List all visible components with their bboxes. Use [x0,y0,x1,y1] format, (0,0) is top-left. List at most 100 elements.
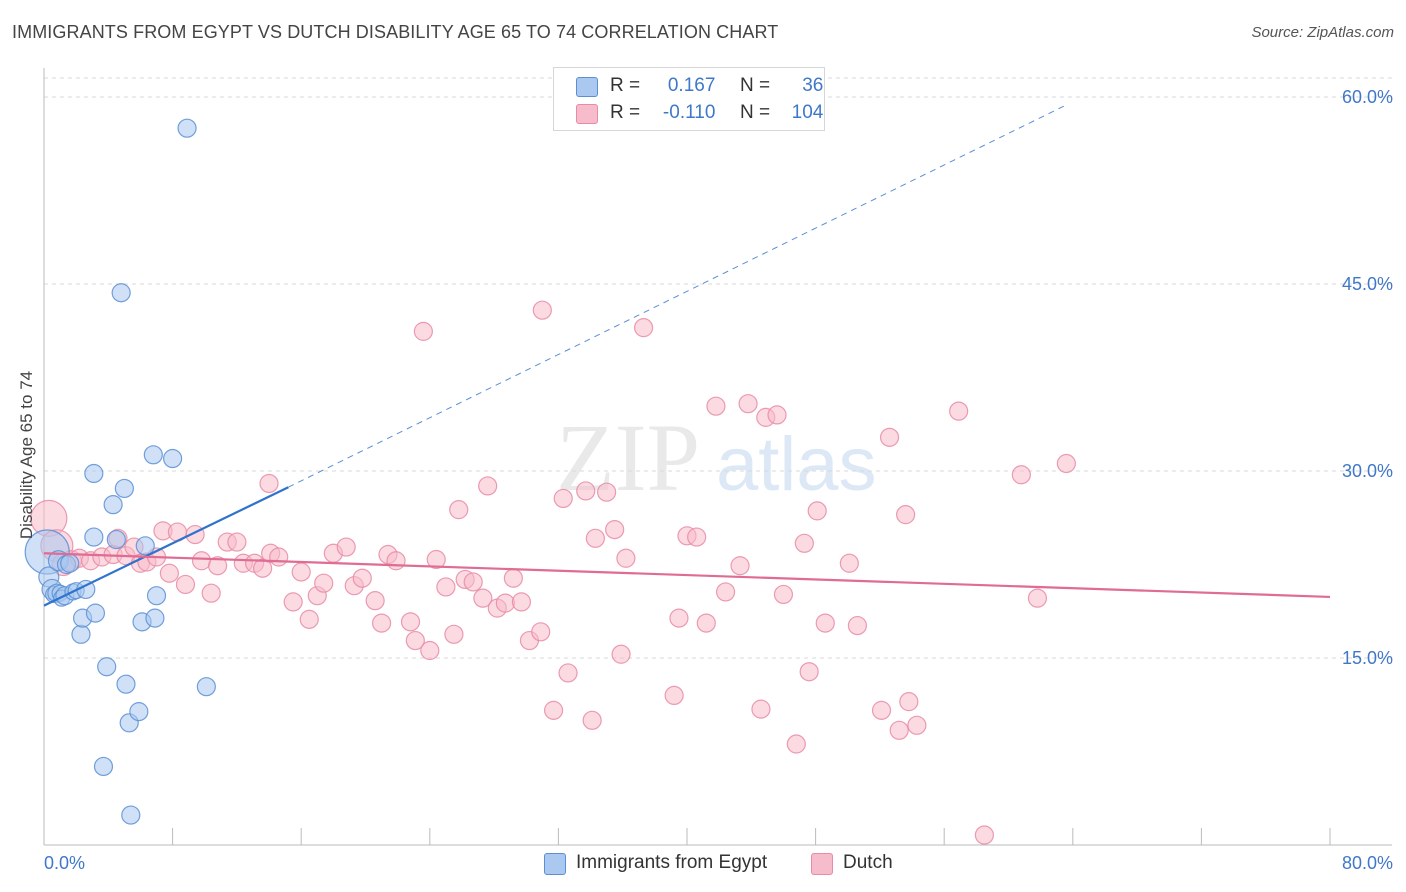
dutch-point [463,572,483,592]
dutch-point [751,699,771,719]
dutch-point [706,396,726,416]
egypt-point [103,495,123,515]
bottom-legend-swatch-egypt [544,853,566,875]
dutch-point [582,710,602,730]
egypt-point [121,805,141,825]
dutch-point [405,630,425,651]
legend-swatch-dutch [576,104,598,124]
dutch-point [314,573,334,593]
dutch-point [896,505,916,525]
trend-lines [43,105,1331,607]
dutch-point [616,548,636,568]
egypt-point [116,674,136,694]
legend-text-egypt: R = 0.167 N = 36 [610,75,823,97]
dutch-point [907,715,927,735]
dutch-point [879,427,900,447]
egypt-point [97,657,117,677]
dutch-point [175,574,196,595]
dutch-point [269,547,289,567]
x-tick-label-min: 0.0% [44,853,85,873]
egypt-point [84,463,104,484]
dutch-point [687,527,707,547]
egypt-point [111,283,131,303]
egypt-trend-line [43,486,289,607]
dutch-point [794,533,814,553]
egypt-point [106,529,126,550]
data-points [24,118,1076,845]
dutch-point [553,488,573,509]
dutch-point [585,528,605,548]
y-tick-label: 30.0% [1342,461,1393,481]
legend-box: R = 0.167 N = 36 R = -0.110 N = 104 [553,67,825,131]
dutch-point [558,663,578,683]
dutch-point [227,532,247,552]
dutch-point [495,593,515,613]
dutch-point [767,405,787,425]
dutch-point [807,501,827,521]
dutch-point [208,556,228,576]
dutch-point [191,551,212,571]
source-label: Source: ZipAtlas.com [1251,24,1394,41]
dutch-point [738,394,758,414]
dutch-point [715,582,736,602]
dutch-point [730,556,750,576]
egypt-point [146,586,167,606]
dutch-point [365,591,385,611]
dutch-point [1056,453,1076,474]
y-tick-label: 15.0% [1342,648,1393,668]
dutch-point [605,519,625,540]
dutch-point [1011,465,1031,485]
legend-n-value: 104 [791,102,824,123]
legend-r-label: R = [610,102,641,123]
egypt-point [145,608,165,628]
egypt-point [129,702,149,722]
dutch-point [386,551,406,571]
egypt-point [60,553,80,573]
egypt-point [84,527,104,547]
dutch-point [899,692,919,712]
bottom-legend-swatch-dutch [811,853,833,875]
dutch-point [352,568,372,588]
axes [43,68,1392,846]
dutch-point [576,481,596,501]
dutch-point [299,609,319,629]
dutch-point [696,613,716,633]
y-tick-label: 60.0% [1342,87,1393,107]
dutch-point [436,577,456,597]
dutch-point [1027,588,1048,608]
dutch-point [336,537,356,557]
egypt-point [163,448,183,469]
dutch-point [633,318,654,338]
dutch-point [871,700,892,720]
dutch-point [786,734,806,754]
dutch-point [531,622,551,642]
dutch-point [949,401,969,421]
legend-r-value: -0.110 [662,102,716,123]
dutch-point [815,613,835,633]
dutch-point [664,685,684,706]
egypt-point [85,603,106,623]
dutch-point [847,615,867,636]
dutch-point [889,720,909,740]
dutch-point [413,321,433,341]
dutch-point [974,825,994,845]
egypt-point [143,445,163,465]
chart-title: IMMIGRANTS FROM EGYPT VS DUTCH DISABILIT… [12,22,779,42]
dutch-point [449,500,469,520]
dutch-point [543,700,564,720]
y-tick-label: 45.0% [1342,274,1393,294]
dutch-point [371,613,392,633]
egypt-point [114,478,134,499]
dutch-point [400,612,421,632]
watermark-atlas: atlas [716,422,877,507]
y-axis-label: Disability Age 65 to 74 [17,370,36,540]
dutch-point [611,644,631,664]
dutch-point [503,568,523,588]
legend-r-label: R = [610,75,641,96]
dutch-point [839,553,859,573]
dutch-point [159,563,179,583]
dutch-point [283,592,303,612]
egypt-trend-extension [288,105,1065,488]
dutch-point [426,549,446,570]
legend-n-value: 36 [802,75,824,96]
